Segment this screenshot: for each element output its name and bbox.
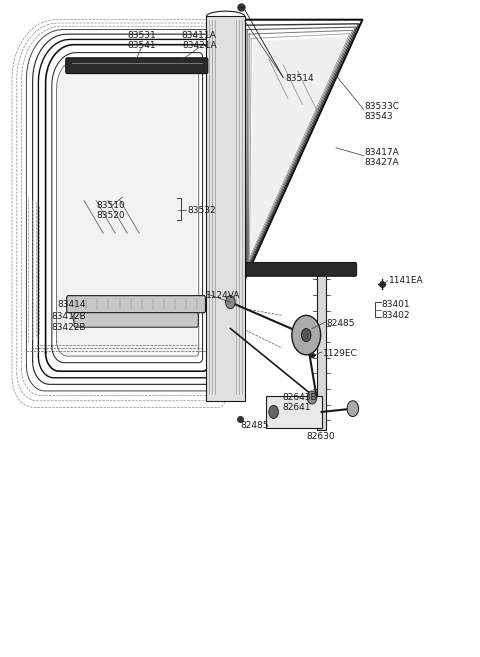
Text: 83531
83541: 83531 83541 [127, 31, 156, 51]
Text: 83412B
83422B: 83412B 83422B [52, 312, 86, 332]
Text: 83514: 83514 [286, 74, 314, 83]
Circle shape [226, 296, 235, 309]
Text: 82630: 82630 [306, 432, 335, 442]
Polygon shape [58, 62, 197, 355]
Text: 83532: 83532 [187, 206, 216, 215]
Circle shape [301, 328, 311, 342]
FancyBboxPatch shape [246, 262, 357, 277]
Text: 82485: 82485 [240, 421, 268, 430]
Bar [317, 269, 326, 430]
Text: 82485: 82485 [326, 319, 355, 328]
Text: 83533C
83543: 83533C 83543 [365, 102, 400, 122]
Circle shape [307, 391, 317, 404]
Circle shape [292, 315, 321, 355]
Circle shape [347, 401, 359, 417]
Circle shape [269, 405, 278, 419]
FancyBboxPatch shape [67, 296, 205, 313]
Text: 83401
83402: 83401 83402 [382, 300, 410, 320]
Text: 83414: 83414 [58, 300, 86, 309]
Text: 1124VA: 1124VA [206, 291, 241, 300]
Bar [266, 396, 322, 428]
Polygon shape [251, 36, 348, 254]
Bar [206, 16, 245, 401]
Text: 83510
83520: 83510 83520 [96, 200, 125, 220]
Text: 83411A
83421A: 83411A 83421A [182, 31, 216, 51]
Text: 82643B
82641: 82643B 82641 [282, 393, 317, 413]
FancyBboxPatch shape [74, 313, 198, 327]
Text: 1141EA: 1141EA [389, 276, 423, 285]
Text: 83417A
83427A: 83417A 83427A [365, 148, 399, 168]
Text: 1129EC: 1129EC [323, 349, 357, 358]
FancyBboxPatch shape [66, 58, 208, 74]
